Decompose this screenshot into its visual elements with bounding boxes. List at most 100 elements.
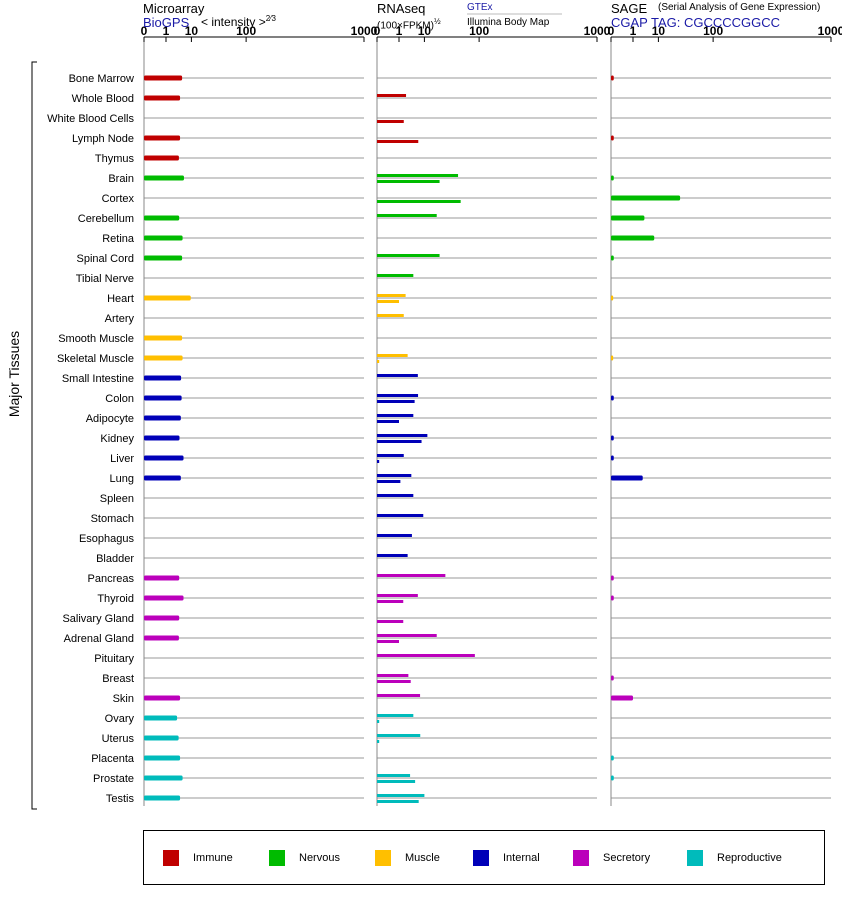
sage-tick-label: 100 [703,24,723,38]
bar-microarray-biogps-ovary [144,715,178,721]
category-label-salivary-gland: Salivary Gland [62,613,134,625]
bar-sage-cgap-breast [611,675,614,681]
bar-rnaseq-gtex-thyroid [377,594,418,597]
category-label-bone-marrow: Bone Marrow [69,73,134,85]
bar-microarray-biogps-small-intestine [144,375,182,381]
rnaseq-tick-label: 1000 [584,24,611,38]
bar-microarray-biogps-lung [144,475,181,481]
bar-rnaseq-illumina-body-map-lymph-node [377,140,419,143]
bar-rnaseq-illumina-body-map-white-blood-cells [377,120,404,123]
bar-microarray-biogps-skeletal-muscle [144,355,183,361]
bar-rnaseq-gtex-pancreas [377,574,446,577]
sage-title: SAGE [611,1,648,16]
y-axis-label: Major Tissues [6,331,22,417]
bar-rnaseq-gtex-spleen [377,494,414,497]
category-label-lymph-node: Lymph Node [72,133,134,145]
legend-swatch-nervous [269,850,285,866]
bar-rnaseq-illumina-body-map-salivary-gland [377,620,404,623]
bar-rnaseq-illumina-body-map-ovary [377,720,380,723]
legend-item-immune: Immune [163,850,233,866]
rnaseq-source-gtex: GTEx [467,2,493,13]
bar-rnaseq-gtex-whole-blood [377,94,407,97]
bar-sage-cgap-skeletal-muscle [611,355,614,361]
bar-sage-cgap-colon [611,395,614,401]
bar-microarray-biogps-liver [144,455,184,461]
bar-rnaseq-gtex-stomach [377,514,424,517]
bar-sage-cgap-heart [611,295,614,301]
bar-rnaseq-gtex-ovary [377,714,414,717]
bar-sage-cgap-lymph-node [611,135,614,141]
sage-tick-label: 1000 [818,24,842,38]
category-label-pancreas: Pancreas [88,573,135,585]
category-label-placenta: Placenta [91,753,135,765]
bar-rnaseq-gtex-small-intestine [377,374,418,377]
bar-sage-cgap-thyroid [611,595,614,601]
legend-swatch-immune [163,850,179,866]
legend-item-nervous: Nervous [269,850,340,866]
category-label-breast: Breast [102,673,134,685]
bar-rnaseq-gtex-brain [377,174,459,177]
category-label-lung: Lung [110,473,134,485]
bar-microarray-biogps-cerebellum [144,215,180,221]
bar-rnaseq-gtex-breast [377,674,409,677]
bar-microarray-biogps-prostate [144,775,183,781]
category-label-pituitary: Pituitary [94,653,134,665]
bar-rnaseq-illumina-body-map-lung [377,480,401,483]
category-label-bladder: Bladder [96,553,134,565]
sage-tag: CGAP TAG: CGCCCCGGCC [611,15,781,30]
rnaseq-unit-label: (100×FPKM)½ [377,17,441,32]
bar-rnaseq-illumina-body-map-breast [377,680,411,683]
bar-sage-cgap-brain [611,175,614,181]
microarray-tick-label: 100 [236,24,256,38]
bar-microarray-biogps-colon [144,395,182,401]
legend-label-reproductive: Reproductive [717,852,782,864]
bar-microarray-biogps-pancreas [144,575,180,581]
bar-microarray-biogps-uterus [144,735,179,741]
legend-label-immune: Immune [193,852,233,864]
legend-label-secretory: Secretory [603,852,651,864]
category-label-uterus: Uterus [102,733,135,745]
bar-rnaseq-illumina-body-map-cortex [377,200,461,203]
bar-sage-cgap-spinal-cord [611,255,614,261]
bar-rnaseq-illumina-body-map-liver [377,460,380,463]
bar-rnaseq-illumina-body-map-kidney [377,440,422,443]
category-label-cerebellum: Cerebellum [78,213,134,225]
bar-sage-cgap-skin [611,695,633,701]
rnaseq-title: RNAseq [377,1,426,16]
bar-rnaseq-gtex-liver [377,454,404,457]
sage-subtitle: (Serial Analysis of Gene Expression) [658,2,821,13]
bar-microarray-biogps-skin [144,695,181,701]
category-label-adrenal-gland: Adrenal Gland [64,633,134,645]
category-label-skin: Skin [113,693,134,705]
chart-legend: Immune Nervous Muscle Internal Secretory… [143,830,825,885]
bar-microarray-biogps-placenta [144,755,181,761]
legend-swatch-secretory [573,850,589,866]
bar-rnaseq-gtex-testis [377,794,425,797]
rnaseq-tick-label: 10 [418,24,432,38]
category-label-tibial-nerve: Tibial Nerve [76,273,134,285]
microarray-title: Microarray [143,1,205,16]
bar-sage-cgap-kidney [611,435,614,441]
bar-rnaseq-gtex-heart [377,294,406,297]
sage-tick-label: 10 [652,24,666,38]
rnaseq-tick-label: 1 [396,24,403,38]
category-label-ovary: Ovary [105,713,135,725]
rnaseq-source-illumina: Illumina Body Map [467,17,550,28]
bar-rnaseq-gtex-skeletal-muscle [377,354,408,357]
bar-rnaseq-gtex-cerebellum [377,214,437,217]
microarray-source: BioGPS [143,15,190,30]
category-label-spinal-cord: Spinal Cord [77,253,134,265]
bar-microarray-biogps-lymph-node [144,135,181,141]
category-label-skeletal-muscle: Skeletal Muscle [57,353,134,365]
bar-rnaseq-gtex-kidney [377,434,428,437]
microarray-tick-label: 1 [163,24,170,38]
sage-tick-label: 1 [630,24,637,38]
category-label-retina: Retina [102,233,135,245]
legend-item-muscle: Muscle [375,850,440,866]
legend-swatch-internal [473,850,489,866]
bar-rnaseq-gtex-skin [377,694,421,697]
bar-rnaseq-illumina-body-map-adipocyte [377,420,399,423]
category-label-esophagus: Esophagus [79,533,135,545]
category-label-liver: Liver [110,453,134,465]
